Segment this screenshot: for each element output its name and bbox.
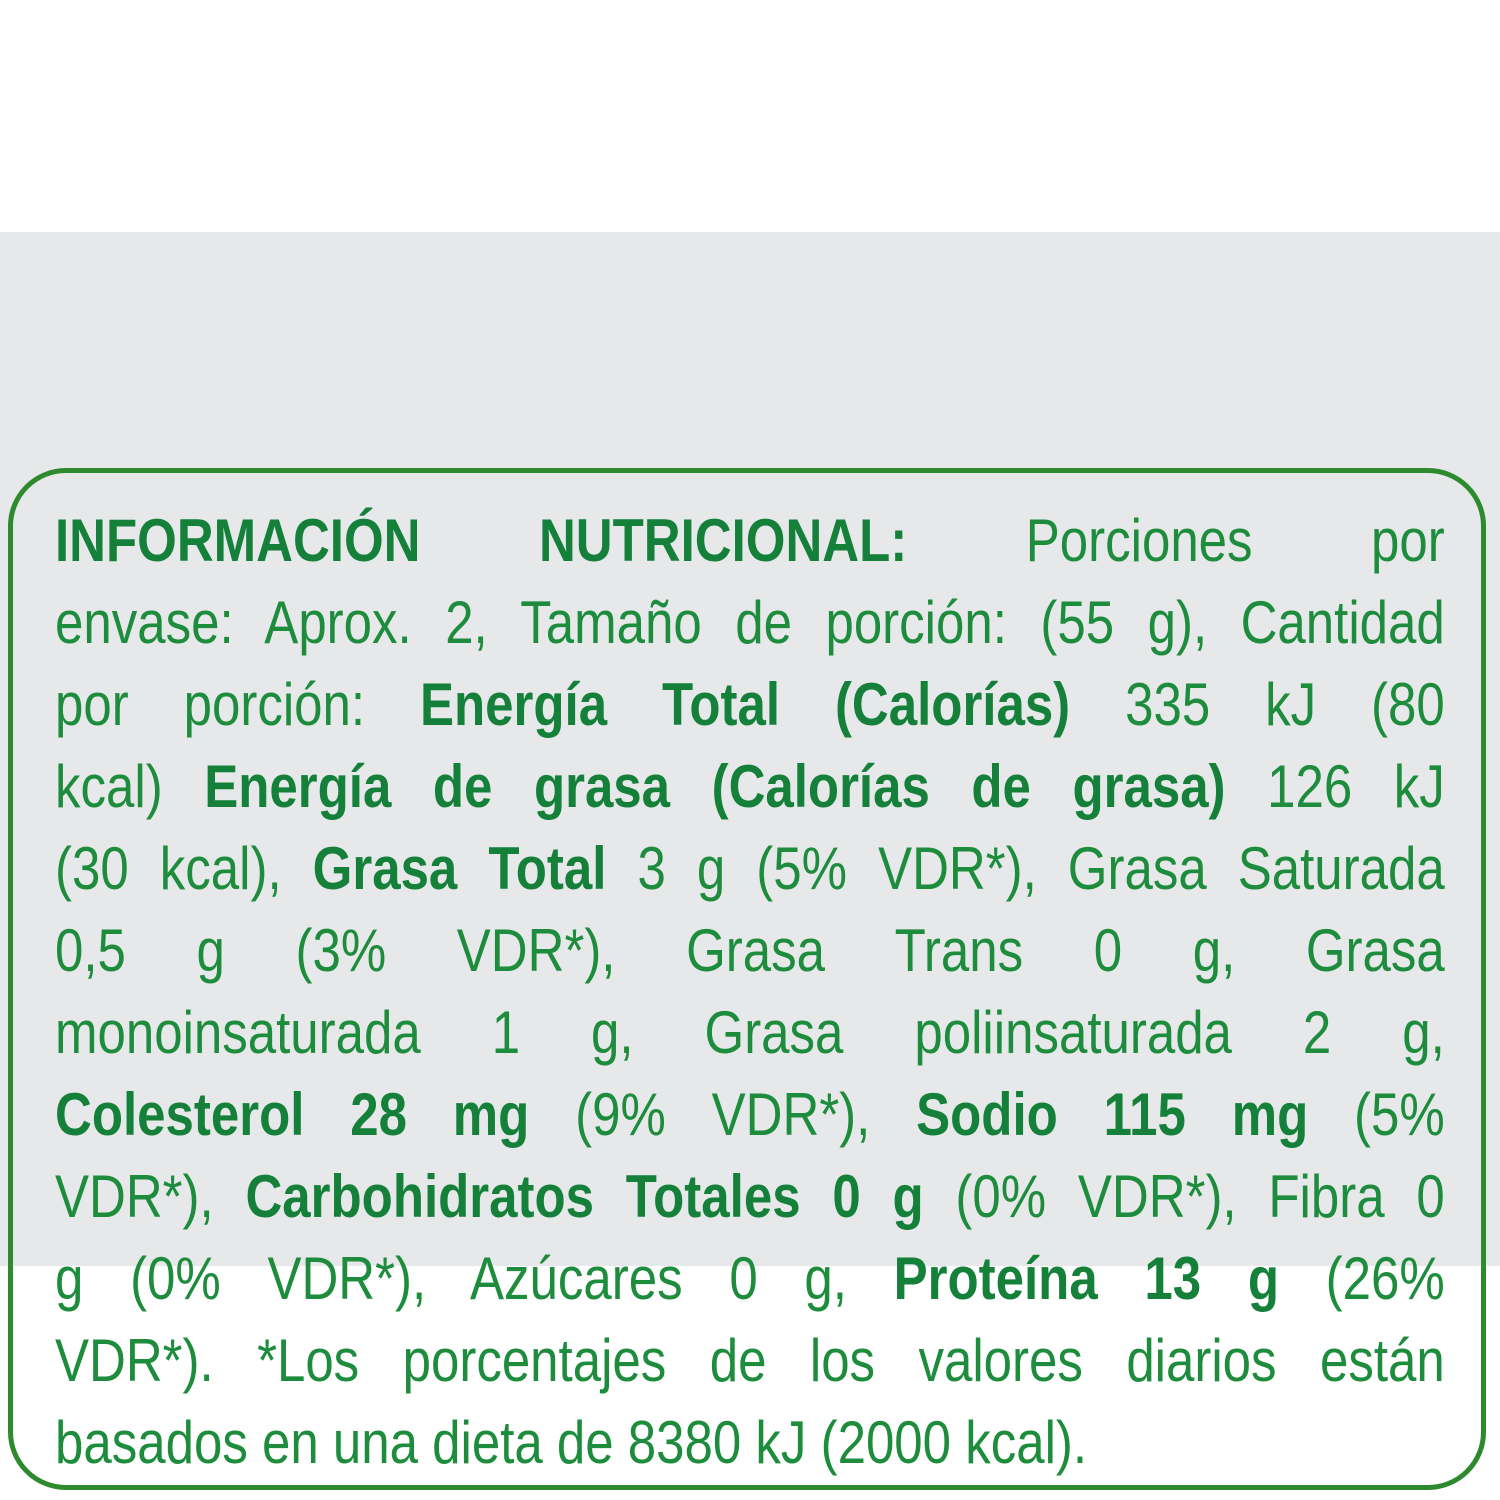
bold-text: Grasa Total (312, 835, 607, 902)
bold-text: Sodio 115 mg (916, 1081, 1309, 1148)
regular-text: (9% VDR*), (529, 1081, 917, 1148)
regular-text: (26% (1278, 1245, 1445, 1312)
label-border (8, 468, 1486, 1490)
regular-text: envase: Aprox. 2, Tamaño de porción: (55… (55, 589, 1445, 656)
regular-text: 3 g (5% VDR*), Grasa Saturada (606, 835, 1445, 902)
text-line: VDR*), Carbohidratos Totales 0 g (0% VDR… (55, 1156, 1445, 1238)
text-line: VDR*). *Los porcentajes de los valores d… (55, 1320, 1445, 1402)
text-line: 0,5 g (3% VDR*), Grasa Trans 0 g, Grasa (55, 910, 1445, 992)
text-line: g (0% VDR*), Azúcares 0 g, Proteína 13 g… (55, 1238, 1445, 1320)
nutrition-text: INFORMACIÓN NUTRICIONAL: Porciones por en… (55, 500, 1445, 1484)
regular-text: por porción: (55, 671, 420, 738)
bold-text: Energía de grasa (Calorías de grasa) (204, 753, 1226, 820)
text-line: envase: Aprox. 2, Tamaño de porción: (55… (55, 582, 1445, 664)
regular-text: kcal) (55, 753, 205, 820)
regular-text: monoinsaturada 1 g, Grasa poliinsaturada… (55, 999, 1445, 1066)
bold-text: Colesterol 28 mg (55, 1081, 530, 1148)
regular-text: 126 kJ (1225, 753, 1445, 820)
regular-text: (5% (1308, 1081, 1445, 1148)
regular-text: 335 kJ (80 (1070, 671, 1445, 738)
text-line: INFORMACIÓN NUTRICIONAL: Porciones por (55, 500, 1445, 582)
regular-text: basados en una dieta de 8380 kJ (2000 kc… (55, 1409, 1088, 1476)
bold-text: Proteína 13 g (893, 1245, 1279, 1312)
text-line: monoinsaturada 1 g, Grasa poliinsaturada… (55, 992, 1445, 1074)
regular-text: Porciones por (907, 507, 1445, 574)
regular-text: VDR*), (55, 1163, 246, 1230)
text-line: (30 kcal), Grasa Total 3 g (5% VDR*), Gr… (55, 828, 1445, 910)
bold-text: Carbohidratos Totales 0 g (245, 1163, 924, 1230)
text-line: basados en una dieta de 8380 kJ (2000 kc… (55, 1402, 1445, 1484)
regular-text: 0,5 g (3% VDR*), Grasa Trans 0 g, Grasa (55, 917, 1445, 984)
text-line: kcal) Energía de grasa (Calorías de gras… (55, 746, 1445, 828)
regular-text: (30 kcal), (55, 835, 313, 902)
regular-text: g (0% VDR*), Azúcares 0 g, (55, 1245, 894, 1312)
bold-text: Energía Total (Calorías) (419, 671, 1071, 738)
regular-text: VDR*). *Los porcentajes de los valores d… (55, 1327, 1445, 1394)
text-line: por porción: Energía Total (Calorías) 33… (55, 664, 1445, 746)
regular-text: (0% VDR*), Fibra 0 (923, 1163, 1445, 1230)
text-line: Colesterol 28 mg (9% VDR*), Sodio 115 mg… (55, 1074, 1445, 1156)
nutrition-label: INFORMACIÓN NUTRICIONAL: Porciones por en… (0, 232, 1500, 1490)
bold-text: INFORMACIÓN NUTRICIONAL: (55, 507, 908, 574)
